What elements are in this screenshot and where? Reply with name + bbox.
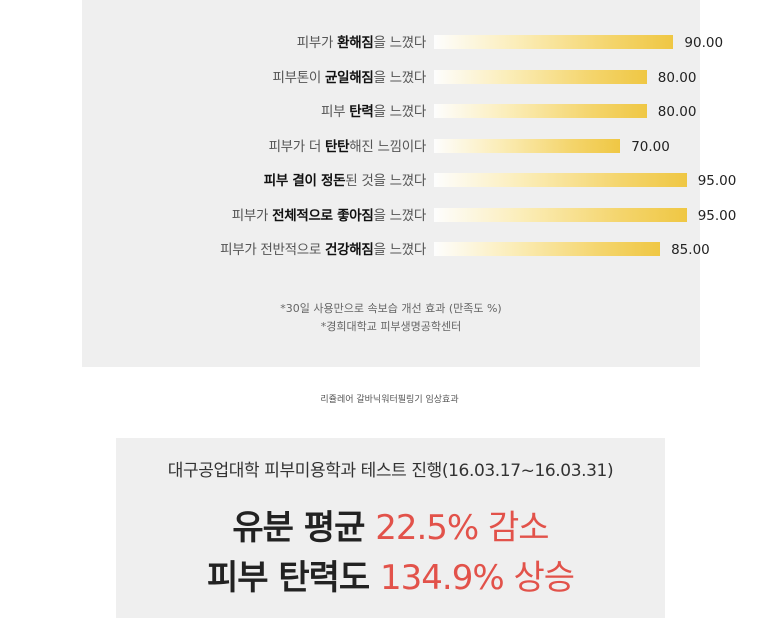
chart-row: 피부톤이 균일해짐을 느꼈다 80.00 — [82, 67, 700, 89]
elasticity-result-line: 피부 탄력도 134.9% 상승 — [116, 550, 665, 599]
chart-row: 피부가 더 탄탄해진 느낌이다 70.00 — [82, 136, 700, 158]
oil-result-value: 22.5% 감소 — [375, 508, 549, 548]
oil-result-line: 유분 평균 22.5% 감소 — [116, 500, 665, 549]
satisfaction-chart-panel: 피부가 환해짐을 느꼈다 90.00 피부톤이 균일해짐을 느꼈다 80.00 피부 탄… — [82, 0, 736, 367]
bar — [434, 242, 661, 256]
figure-caption: 리쥴레어 갈바닉워터필링기 임상효과 — [320, 395, 459, 405]
bar — [434, 104, 647, 118]
value-label: 95.00 — [697, 207, 737, 224]
elasticity-result-value: 134.9% 상승 — [380, 558, 575, 598]
bar — [434, 173, 687, 187]
category-label: 피부 결이 정돈된 것을 느꼈다 — [263, 173, 427, 189]
chart-row: 피부가 전체적으로 좋아짐을 느꼈다 95.00 — [82, 205, 736, 227]
oil-result-label: 유분 평균 — [232, 508, 376, 548]
value-label: 85.00 — [671, 242, 710, 258]
bar — [434, 35, 674, 49]
chart-row: 피부 탄력을 느꼈다 80.00 — [82, 101, 700, 123]
value-label: 80.00 — [657, 69, 697, 86]
bar — [434, 138, 621, 153]
survey-note: *30일 사용만으로 속보습 개선 효과 (만족도 %) — [280, 302, 502, 315]
source-note: *경희대학교 피부생명공학센터 — [320, 320, 462, 333]
category-label: 피부가 전반적으로 건강해짐을 느꼈다 — [220, 242, 426, 258]
clinical-test-panel: 대구공업대학 피부미용학과 테스트 진행(16.03.17~16.03.31) … — [116, 438, 665, 618]
category-label: 피부톤이 균일해짐을 느꼈다 — [272, 69, 427, 86]
category-label: 피부가 환해짐을 느꼈다 — [296, 35, 427, 51]
elasticity-result-label: 피부 탄력도 — [206, 558, 381, 598]
value-label: 80.00 — [657, 104, 697, 120]
chart-row: 피부가 전반적으로 건강해짐을 느꼈다 85.00 — [82, 239, 710, 261]
chart-row: 피부가 환해짐을 느꼈다 90.00 — [82, 32, 723, 54]
category-label: 피부가 더 탄탄해진 느낌이다 — [268, 138, 427, 155]
bar — [434, 69, 647, 84]
value-label: 95.00 — [697, 173, 737, 189]
value-label: 70.00 — [631, 138, 670, 155]
bar — [434, 207, 687, 222]
value-label: 90.00 — [684, 35, 724, 51]
category-label: 피부가 전체적으로 좋아짐을 느꼈다 — [231, 207, 427, 224]
chart-row: 피부 결이 정돈된 것을 느꼈다 95.00 — [82, 170, 736, 192]
category-label: 피부 탄력을 느꼈다 — [321, 104, 426, 120]
test-subtitle: 대구공업대학 피부미용학과 테스트 진행(16.03.17~16.03.31) — [167, 461, 614, 481]
